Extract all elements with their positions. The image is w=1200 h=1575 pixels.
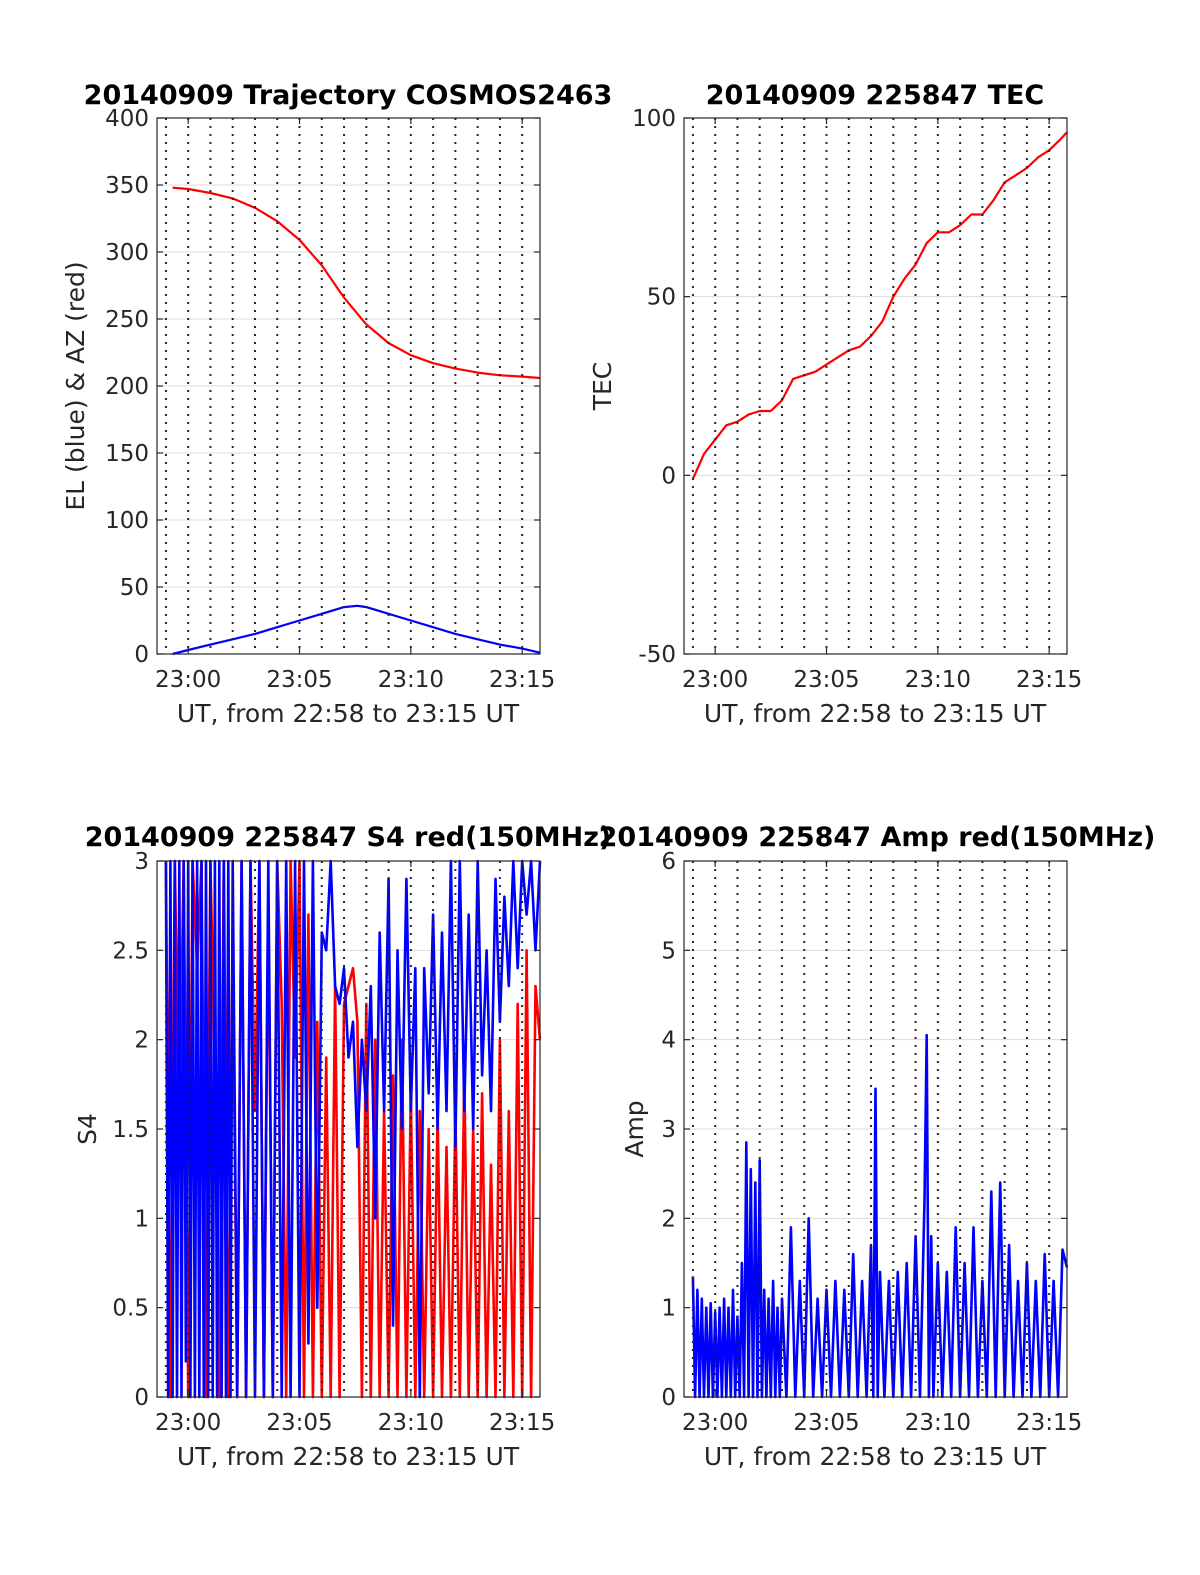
series-line-0 <box>691 131 1068 480</box>
s4-panel: 23:00 23:05 23:10 23:15 0 0.5 1 1.5 2 2.5 3 201409… <box>73 822 611 1471</box>
y-tick-label: 0 <box>661 1385 676 1411</box>
x-tick-label: 23:05 <box>793 667 859 693</box>
y-axis-label: EL (blue) & AZ (red) <box>61 261 90 510</box>
y-tick-label: 0 <box>134 642 149 668</box>
x-tick-label: 23:15 <box>489 1410 555 1436</box>
x-tick-label: 23:00 <box>155 1410 221 1436</box>
y-tick-label: 2 <box>661 1206 676 1232</box>
x-tick-label: 23:05 <box>793 1410 859 1436</box>
tec-panel: 23:00 23:05 23:10 23:15 -50 0 50 100 20140909 2… <box>588 80 1082 728</box>
x-tick-label: 23:15 <box>1016 667 1082 693</box>
y-tick-label: 3 <box>134 849 149 875</box>
y-axis-label: TEC <box>588 362 617 412</box>
y-tick-label: 6 <box>661 849 676 875</box>
x-tick-label: 23:15 <box>489 667 555 693</box>
chart-title: 20140909 Trajectory COSMOS2463 <box>84 80 613 111</box>
x-tick-label: 23:15 <box>1016 1410 1082 1436</box>
trajectory-panel: 23:00 23:05 23:10 23:15 0 50 100 150 200 250 300 35… <box>61 80 612 728</box>
x-tick-label: 23:10 <box>378 667 444 693</box>
x-axis-label: UT, from 22:58 to 23:15 UT <box>177 1442 520 1471</box>
y-tick-label: 1.5 <box>112 1117 149 1143</box>
y-tick-label: 1 <box>134 1206 149 1232</box>
series-line-0 <box>691 1033 1069 1399</box>
y-tick-label: 300 <box>105 240 149 266</box>
x-axis-label: UT, from 22:58 to 23:15 UT <box>704 699 1047 728</box>
y-tick-label: -50 <box>638 642 676 668</box>
x-tick-label: 23:00 <box>155 667 221 693</box>
chart-title: 20140909 225847 S4 red(150MHz) <box>85 822 612 853</box>
y-tick-label: 150 <box>105 441 149 467</box>
x-tick-label: 23:05 <box>266 667 332 693</box>
x-tick-label: 23:05 <box>266 1410 332 1436</box>
y-tick-label: 0.5 <box>112 1296 149 1322</box>
y-tick-label: 0 <box>134 1385 149 1411</box>
x-tick-label: 23:00 <box>682 667 748 693</box>
chart-title: 20140909 225847 Amp red(150MHz) <box>599 822 1156 853</box>
y-tick-label: 0 <box>661 463 676 489</box>
y-tick-label: 200 <box>105 374 149 400</box>
y-tick-label: 100 <box>632 106 676 132</box>
series-line-1 <box>172 604 541 656</box>
y-tick-label: 400 <box>105 106 149 132</box>
y-tick-label: 100 <box>105 508 149 534</box>
y-tick-label: 50 <box>120 575 149 601</box>
y-axis-label: S4 <box>73 1113 102 1145</box>
x-tick-label: 23:10 <box>905 667 971 693</box>
x-tick-label: 23:10 <box>905 1410 971 1436</box>
y-tick-label: 2.5 <box>112 938 149 964</box>
y-tick-label: 1 <box>661 1296 676 1322</box>
y-tick-label: 4 <box>661 1028 676 1054</box>
y-tick-label: 5 <box>661 938 676 964</box>
y-tick-label: 2 <box>134 1028 149 1054</box>
x-tick-label: 23:10 <box>378 1410 444 1436</box>
y-tick-label: 3 <box>661 1117 676 1143</box>
chart-title: 20140909 225847 TEC <box>706 80 1045 111</box>
x-axis-label: UT, from 22:58 to 23:15 UT <box>704 1442 1047 1471</box>
x-tick-label: 23:00 <box>682 1410 748 1436</box>
series-line-0 <box>172 186 541 380</box>
amp-panel: 23:00 23:05 23:10 23:15 0 1 2 3 4 5 6 20140909 225… <box>599 822 1156 1471</box>
y-tick-label: 350 <box>105 173 149 199</box>
series-line-1 <box>164 859 542 1399</box>
y-tick-label: 50 <box>647 285 676 311</box>
y-tick-label: 250 <box>105 307 149 333</box>
y-axis-label: Amp <box>620 1100 649 1157</box>
plot-frame <box>683 117 1068 655</box>
x-axis-label: UT, from 22:58 to 23:15 UT <box>177 699 520 728</box>
